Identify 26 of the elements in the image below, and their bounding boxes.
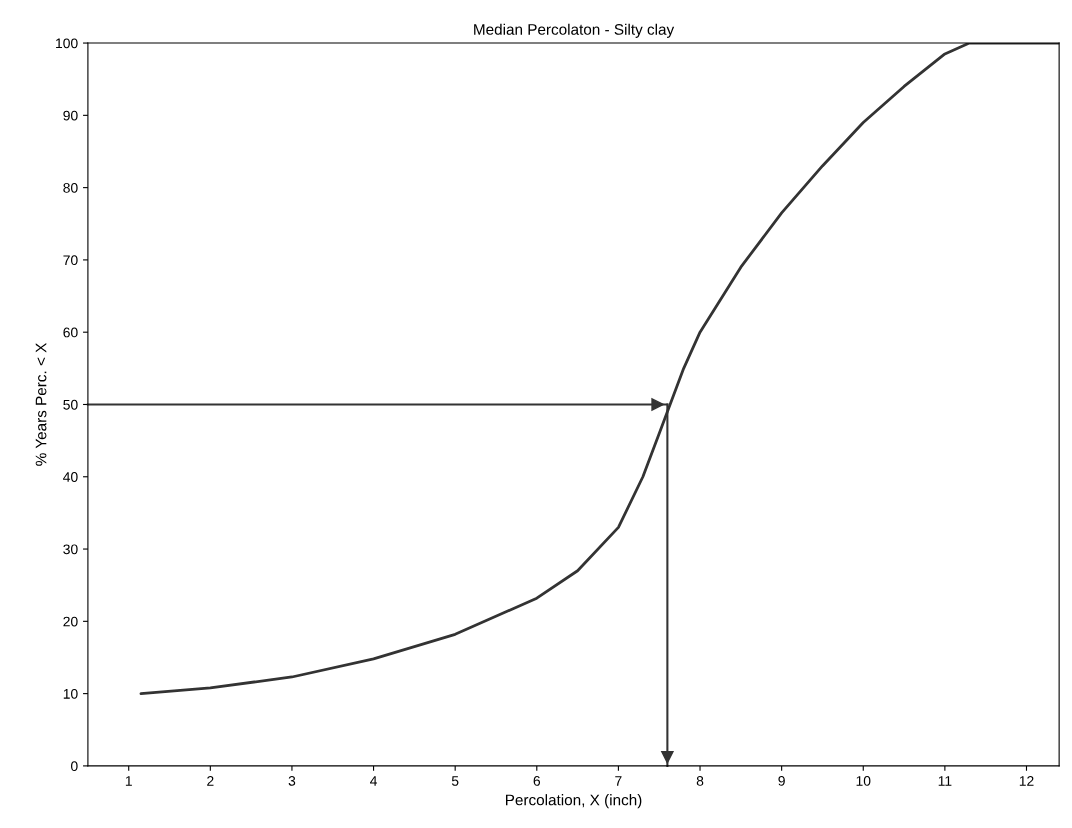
x-tick-label: 12: [1019, 775, 1034, 786]
y-tick-label: 80: [63, 182, 78, 193]
y-axis-title: % Years Perc. < X: [35, 343, 47, 466]
x-tick-label: 3: [288, 775, 296, 786]
y-tick-label: 30: [63, 544, 78, 555]
chart-title: Median Percolaton - Silty clay: [474, 23, 675, 38]
y-tick-label: 10: [63, 688, 78, 699]
x-tick-label: 9: [778, 775, 785, 786]
y-tick-label: 0: [71, 761, 78, 772]
y-tick-label: 20: [63, 616, 78, 627]
y-tick-label: 70: [63, 255, 78, 266]
x-tick-label: 6: [533, 775, 541, 786]
x-tick-label: 4: [370, 776, 378, 786]
x-tick-label: 7: [615, 776, 622, 786]
x-tick-label: 10: [856, 775, 871, 786]
y-tick-label: 60: [63, 327, 78, 338]
x-tick-label: 11: [938, 776, 952, 786]
x-tick-label: 8: [696, 775, 704, 786]
x-axis-title: Percolation, X (inch): [506, 794, 642, 809]
y-tick-label: 40: [63, 472, 78, 482]
x-tick-label: 2: [207, 775, 214, 786]
y-tick-label: 50: [63, 399, 78, 410]
y-tick-label: 100: [56, 38, 78, 49]
x-tick-label: 1: [125, 776, 132, 786]
x-tick-label: 5: [451, 776, 459, 786]
y-tick-label: 90: [63, 110, 78, 121]
